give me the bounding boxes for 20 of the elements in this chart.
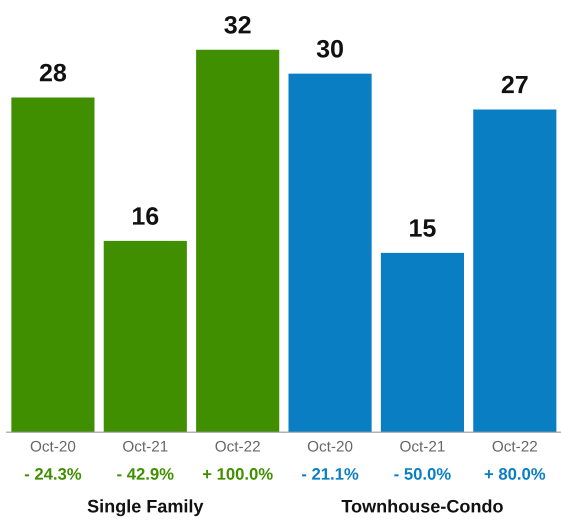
x-tick-label: Oct-22: [215, 440, 260, 452]
text: + 80.0%: [484, 468, 546, 480]
text: - 50.0%: [394, 468, 451, 480]
data-label: 15: [410, 219, 436, 237]
x-tick-label: Oct-20: [308, 440, 352, 452]
text: - 21.1%: [302, 468, 358, 480]
data-label: 32: [224, 16, 251, 34]
text: - 24.3%: [24, 468, 82, 480]
data-label: 27: [502, 76, 528, 94]
data-label: 28: [40, 64, 66, 82]
text: + 100.0%: [202, 468, 273, 480]
x-axis-title: Townhouse-Condo: [342, 499, 503, 513]
data-label: 30: [316, 40, 343, 58]
x-axis-title: Single Family: [88, 499, 204, 516]
x-tick-label: Oct-21: [400, 440, 445, 452]
x-tick-label: Oct-21: [123, 440, 168, 452]
x-tick-label: Oct-22: [492, 440, 537, 452]
text: - 42.9%: [117, 468, 174, 480]
data-label: 16: [132, 207, 158, 225]
x-tick-label: Oct-20: [30, 440, 76, 452]
